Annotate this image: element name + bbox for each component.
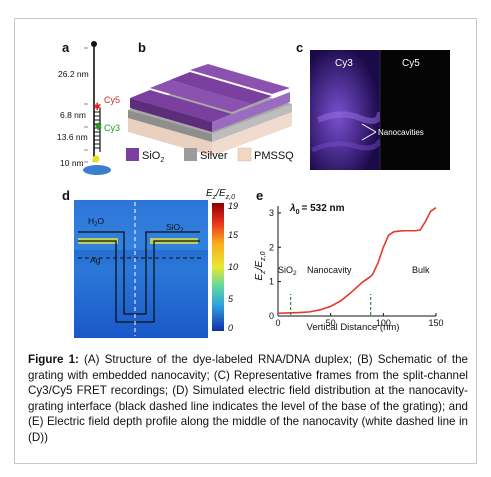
sio2-grating [130, 64, 290, 132]
profile-line [277, 207, 437, 315]
wavelength-annotation: λ0 = 532 nm [289, 203, 345, 216]
panel-c-letter: c [296, 40, 303, 55]
dim-label-1: 26.2 nm [58, 69, 89, 79]
cy3-label: Cy3 [104, 123, 120, 133]
panel-b-letter: b [138, 40, 146, 55]
region-nanocavity-label: Nanocavity [307, 265, 352, 275]
panel-e: e Ez/Ez,0 Vertical Distance (nm) λ0 = 532… [254, 188, 444, 333]
pmssq-right [212, 112, 292, 156]
legend-swatch-sio2 [126, 148, 139, 161]
legend-silver-label: Silver [200, 150, 228, 162]
y-tick-label: 3 [269, 208, 274, 218]
y-tick-label: 0 [269, 311, 274, 321]
region-sio2-label: SiO2 [278, 265, 297, 277]
dim-label-2: 6.8 nm [60, 110, 86, 120]
figure-frame [14, 18, 477, 464]
h2o-label: H2O [88, 216, 104, 228]
dim-label-4: 10 nm [60, 158, 84, 168]
cy5-star-icon: ✱ [93, 102, 101, 113]
panel-e-letter: e [256, 188, 263, 203]
biotin-icon [92, 155, 100, 163]
cy3-frame [310, 50, 380, 170]
arrow-2 [361, 131, 377, 141]
y-axis-label: Ez/Ez,0 [254, 251, 267, 280]
panel-d: d H2O SiO2 Ag 19 15 10 5 0 Ez/Ez,0 [62, 188, 239, 338]
cy3-star-icon: ✱ [94, 122, 102, 133]
legend-swatch-silver [184, 148, 197, 161]
panel-b: b SiO2 Silver PMSSQ [126, 40, 294, 164]
x-axis-label: Vertical Distance (nm) [307, 322, 400, 333]
colorbar-label: Ez/Ez,0 [206, 188, 235, 201]
caption-text: (A) Structure of the dye-labeled RNA/DNA… [28, 353, 468, 444]
legend-pmssq-label: PMSSQ [254, 150, 294, 162]
surface-anchor-icon [83, 165, 111, 175]
base-pairs [94, 111, 100, 149]
colorbar-tick-15: 15 [228, 230, 239, 240]
y-tick-label: 1 [269, 277, 274, 287]
cy5-label: Cy5 [104, 95, 120, 105]
cy3-streak [316, 111, 383, 124]
colorbar-tick-19: 19 [228, 201, 238, 211]
silver-right [212, 104, 292, 142]
dim-label-3: 13.6 nm [57, 132, 88, 142]
nanocavities-annotation: Nanocavities [378, 128, 424, 137]
panel-a: a ✱ ✱ Cy5 Cy3 26.2 nm 6.8 nm 13.6 nm 10 … [57, 40, 120, 175]
colorbar-tick-10: 10 [228, 262, 238, 272]
cy5-frame [380, 50, 450, 170]
colorbar [212, 203, 224, 331]
panel-d-letter: d [62, 188, 70, 203]
legend-swatch-pmssq [237, 147, 252, 162]
colorbar-ticks: 19 15 10 5 0 [228, 201, 239, 333]
x-tick-label: 50 [326, 318, 336, 328]
cy5-channel-label: Cy5 [402, 58, 420, 69]
x-tick-label: 0 [275, 318, 280, 328]
colorbar-tick-5: 5 [228, 294, 234, 304]
y-tick-label: 2 [269, 242, 274, 252]
panel-a-letter: a [62, 40, 70, 55]
cy3-streak-2 [311, 138, 383, 153]
x-tick-label: 100 [376, 318, 391, 328]
x-tick-label: 150 [428, 318, 443, 328]
silver-left [128, 110, 212, 142]
caption-label: Figure 1: [28, 353, 79, 366]
region-bulk-label: Bulk [412, 265, 430, 275]
sio2-label: SiO2 [166, 222, 184, 234]
arrow-1 [361, 123, 377, 133]
figure-caption: Figure 1: (A) Structure of the dye-label… [28, 352, 468, 446]
cy3-channel-label: Cy3 [335, 58, 353, 69]
strand-end-dot [91, 41, 97, 47]
panel-c: c Cy3 Cy5 Nanocavities [296, 40, 450, 170]
legend-sio2-label: SiO2 [142, 150, 164, 164]
ag-label: Ag [90, 255, 101, 265]
colorbar-tick-0: 0 [228, 323, 233, 333]
dim-ticks [84, 47, 88, 163]
pmssq-left [128, 118, 212, 156]
